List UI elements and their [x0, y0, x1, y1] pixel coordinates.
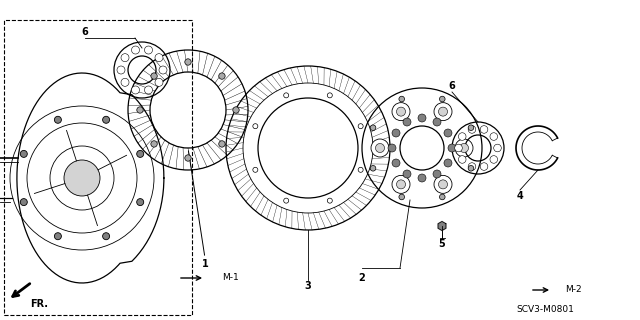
Circle shape: [54, 116, 61, 123]
Circle shape: [388, 144, 396, 152]
Circle shape: [392, 175, 410, 193]
Circle shape: [137, 107, 143, 113]
Circle shape: [397, 180, 406, 189]
Circle shape: [433, 118, 441, 126]
Circle shape: [460, 143, 468, 153]
Circle shape: [219, 73, 225, 79]
Text: 2: 2: [358, 273, 365, 283]
Circle shape: [399, 96, 404, 102]
Circle shape: [454, 144, 462, 152]
Circle shape: [121, 54, 129, 62]
Circle shape: [438, 180, 447, 189]
Circle shape: [233, 107, 239, 113]
Circle shape: [480, 126, 488, 133]
Circle shape: [438, 107, 447, 116]
Bar: [4, 20, 192, 315]
Text: 3: 3: [305, 281, 312, 291]
Circle shape: [440, 96, 445, 102]
Circle shape: [159, 66, 167, 74]
Circle shape: [131, 86, 140, 94]
Text: 4: 4: [516, 191, 524, 201]
Circle shape: [371, 139, 389, 157]
Circle shape: [403, 118, 411, 126]
Circle shape: [433, 170, 441, 178]
Text: 6: 6: [449, 81, 456, 91]
Circle shape: [392, 129, 400, 137]
Circle shape: [151, 141, 157, 147]
Circle shape: [458, 133, 466, 140]
Circle shape: [392, 103, 410, 121]
Circle shape: [20, 150, 28, 157]
Circle shape: [418, 114, 426, 122]
Circle shape: [434, 103, 452, 121]
Circle shape: [219, 141, 225, 147]
Polygon shape: [438, 221, 446, 230]
Text: 1: 1: [202, 259, 209, 269]
Circle shape: [397, 107, 406, 116]
Text: M-1: M-1: [222, 274, 239, 283]
Circle shape: [137, 150, 144, 157]
Circle shape: [468, 165, 474, 171]
Circle shape: [102, 233, 109, 240]
Circle shape: [185, 59, 191, 65]
Circle shape: [121, 78, 129, 86]
Circle shape: [399, 194, 404, 200]
Circle shape: [468, 125, 474, 131]
Circle shape: [418, 174, 426, 182]
Circle shape: [145, 86, 152, 94]
Circle shape: [137, 199, 144, 206]
Circle shape: [493, 144, 501, 152]
Text: 6: 6: [82, 27, 88, 37]
Circle shape: [468, 163, 476, 170]
Circle shape: [151, 73, 157, 79]
Text: M-2: M-2: [565, 285, 582, 294]
Circle shape: [185, 155, 191, 161]
Circle shape: [444, 129, 452, 137]
Circle shape: [392, 159, 400, 167]
Circle shape: [490, 156, 497, 163]
Circle shape: [376, 143, 385, 153]
Circle shape: [458, 156, 466, 163]
Circle shape: [448, 144, 456, 152]
Text: SCV3-M0801: SCV3-M0801: [516, 306, 574, 315]
Circle shape: [117, 66, 125, 74]
Circle shape: [455, 139, 473, 157]
Circle shape: [370, 125, 376, 131]
Circle shape: [403, 170, 411, 178]
Circle shape: [145, 46, 152, 54]
Circle shape: [54, 233, 61, 240]
Circle shape: [480, 163, 488, 170]
Text: 5: 5: [438, 239, 445, 249]
Circle shape: [155, 78, 163, 86]
Circle shape: [64, 160, 100, 196]
Circle shape: [434, 175, 452, 193]
Circle shape: [131, 46, 140, 54]
Circle shape: [468, 126, 476, 133]
Circle shape: [20, 199, 28, 206]
Circle shape: [102, 116, 109, 123]
Circle shape: [440, 194, 445, 200]
Text: FR.: FR.: [30, 299, 48, 309]
Circle shape: [444, 159, 452, 167]
Circle shape: [370, 165, 376, 171]
Circle shape: [155, 54, 163, 62]
Circle shape: [490, 133, 497, 140]
